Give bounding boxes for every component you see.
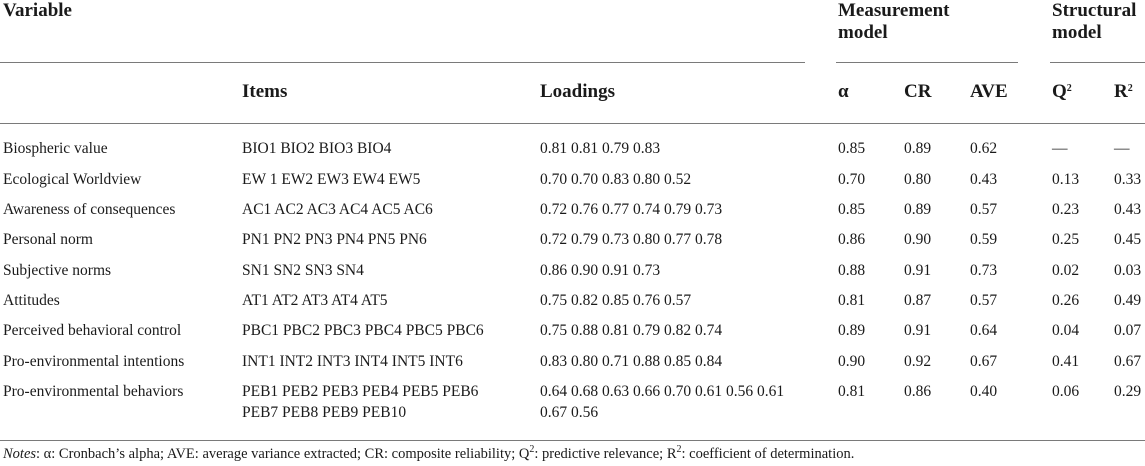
header-rule-variable: [0, 62, 805, 63]
cell-alpha: 0.89: [838, 322, 866, 339]
cell-alpha: 0.88: [838, 262, 866, 279]
cell-variable: Pro-environmental intentions: [3, 353, 185, 370]
cell-loadings: 0.72 0.76 0.77 0.74 0.79 0.73: [540, 201, 723, 218]
cell-cr: 0.80: [904, 171, 932, 188]
cell-ave: 0.43: [970, 171, 998, 188]
cell-items: PEB1 PEB2 PEB3 PEB4 PEB5 PEB6: [242, 383, 479, 400]
cell-items: AC1 AC2 AC3 AC4 AC5 AC6: [242, 201, 433, 218]
cell-q2: 0.04: [1052, 322, 1080, 339]
header-variable: Variable: [3, 0, 72, 21]
cell-ave: 0.59: [970, 231, 998, 248]
header-rule-measurement: [836, 62, 1018, 63]
cell-q2: 0.23: [1052, 201, 1080, 218]
cell-ave: 0.67: [970, 353, 998, 370]
header-structural-model-line2: model: [1052, 22, 1102, 43]
cell-ave: 0.64: [970, 322, 998, 339]
cell-alpha: 0.85: [838, 140, 866, 157]
cell-r2: 0.33: [1114, 171, 1142, 188]
cell-loadings: 0.67 0.56: [540, 404, 599, 421]
cell-ave: 0.40: [970, 383, 998, 400]
cell-cr: 0.90: [904, 231, 932, 248]
cell-loadings: 0.75 0.88 0.81 0.79 0.82 0.74: [540, 322, 723, 339]
cell-variable: Biospheric value: [3, 140, 108, 157]
cell-cr: 0.86: [904, 383, 932, 400]
header-cr: CR: [904, 81, 932, 102]
cell-loadings: 0.83 0.80 0.71 0.88 0.85 0.84: [540, 353, 723, 370]
cell-r2: —: [1114, 140, 1130, 157]
cell-alpha: 0.81: [838, 383, 866, 400]
cell-variable: Perceived behavioral control: [3, 322, 182, 339]
header-ave: AVE: [970, 81, 1008, 102]
cell-alpha: 0.90: [838, 353, 866, 370]
cell-alpha: 0.81: [838, 292, 866, 309]
cell-items: EW 1 EW2 EW3 EW4 EW5: [242, 171, 421, 188]
cell-q2: —: [1052, 140, 1068, 157]
table-bottom-rule: [0, 440, 1145, 441]
cell-variable: Subjective norms: [3, 262, 112, 279]
cell-r2: 0.43: [1114, 201, 1142, 218]
cell-items: PN1 PN2 PN3 PN4 PN5 PN6: [242, 231, 427, 248]
cell-variable: Pro-environmental behaviors: [3, 383, 184, 400]
cell-ave: 0.57: [970, 201, 998, 218]
cell-variable: Awareness of consequences: [3, 201, 176, 218]
cell-items: AT1 AT2 AT3 AT4 AT5: [242, 292, 388, 309]
cell-cr: 0.92: [904, 353, 932, 370]
header-bottom-rule: [0, 123, 1145, 124]
cell-loadings: 0.72 0.79 0.73 0.80 0.77 0.78: [540, 231, 723, 248]
header-rule-structural: [1050, 62, 1145, 63]
cell-items: PEB7 PEB8 PEB9 PEB10: [242, 404, 407, 421]
cell-items: PBC1 PBC2 PBC3 PBC4 PBC5 PBC6: [242, 322, 484, 339]
header-measurement-model-line2: model: [838, 22, 888, 43]
cell-variable: Ecological Worldview: [3, 171, 142, 188]
header-measurement-model-line1: Measurement: [838, 0, 950, 21]
cell-cr: 0.91: [904, 262, 932, 279]
table-notes: Notes: α: Cronbach’s alpha; AVE: average…: [3, 444, 855, 463]
cell-loadings: 0.86 0.90 0.91 0.73: [540, 262, 661, 279]
cell-alpha: 0.85: [838, 201, 866, 218]
cell-cr: 0.91: [904, 322, 932, 339]
cell-q2: 0.26: [1052, 292, 1080, 309]
cell-ave: 0.73: [970, 262, 998, 279]
cell-r2: 0.45: [1114, 231, 1142, 248]
cell-cr: 0.89: [904, 201, 932, 218]
cell-alpha: 0.70: [838, 171, 866, 188]
cell-variable: Attitudes: [3, 292, 60, 309]
cell-loadings: 0.70 0.70 0.83 0.80 0.52: [540, 171, 692, 188]
cell-cr: 0.87: [904, 292, 932, 309]
cell-loadings: 0.75 0.82 0.85 0.76 0.57: [540, 292, 692, 309]
cell-ave: 0.62: [970, 140, 998, 157]
cell-q2: 0.25: [1052, 231, 1080, 248]
cell-q2: 0.41: [1052, 353, 1080, 370]
cell-r2: 0.29: [1114, 383, 1142, 400]
cell-loadings: 0.81 0.81 0.79 0.83: [540, 140, 661, 157]
cell-r2: 0.07: [1114, 322, 1142, 339]
cell-q2: 0.02: [1052, 262, 1080, 279]
header-alpha: α: [838, 81, 849, 102]
cell-items: BIO1 BIO2 BIO3 BIO4: [242, 140, 392, 157]
cell-variable: Personal norm: [3, 231, 93, 248]
cell-r2: 0.49: [1114, 292, 1142, 309]
cell-r2: 0.67: [1114, 353, 1142, 370]
cell-q2: 0.13: [1052, 171, 1080, 188]
header-loadings: Loadings: [540, 81, 615, 102]
cell-items: SN1 SN2 SN3 SN4: [242, 262, 364, 279]
cell-loadings: 0.64 0.68 0.63 0.66 0.70 0.61 0.56 0.61: [540, 383, 785, 400]
cell-r2: 0.03: [1114, 262, 1142, 279]
cell-q2: 0.06: [1052, 383, 1080, 400]
cell-alpha: 0.86: [838, 231, 866, 248]
header-items: Items: [242, 81, 288, 102]
header-q2: Q2: [1052, 81, 1072, 102]
cell-ave: 0.57: [970, 292, 998, 309]
cell-cr: 0.89: [904, 140, 932, 157]
header-r2: R2: [1114, 81, 1133, 102]
header-structural-model-line1: Structural: [1052, 0, 1137, 21]
cell-items: INT1 INT2 INT3 INT4 INT5 INT6: [242, 353, 463, 370]
